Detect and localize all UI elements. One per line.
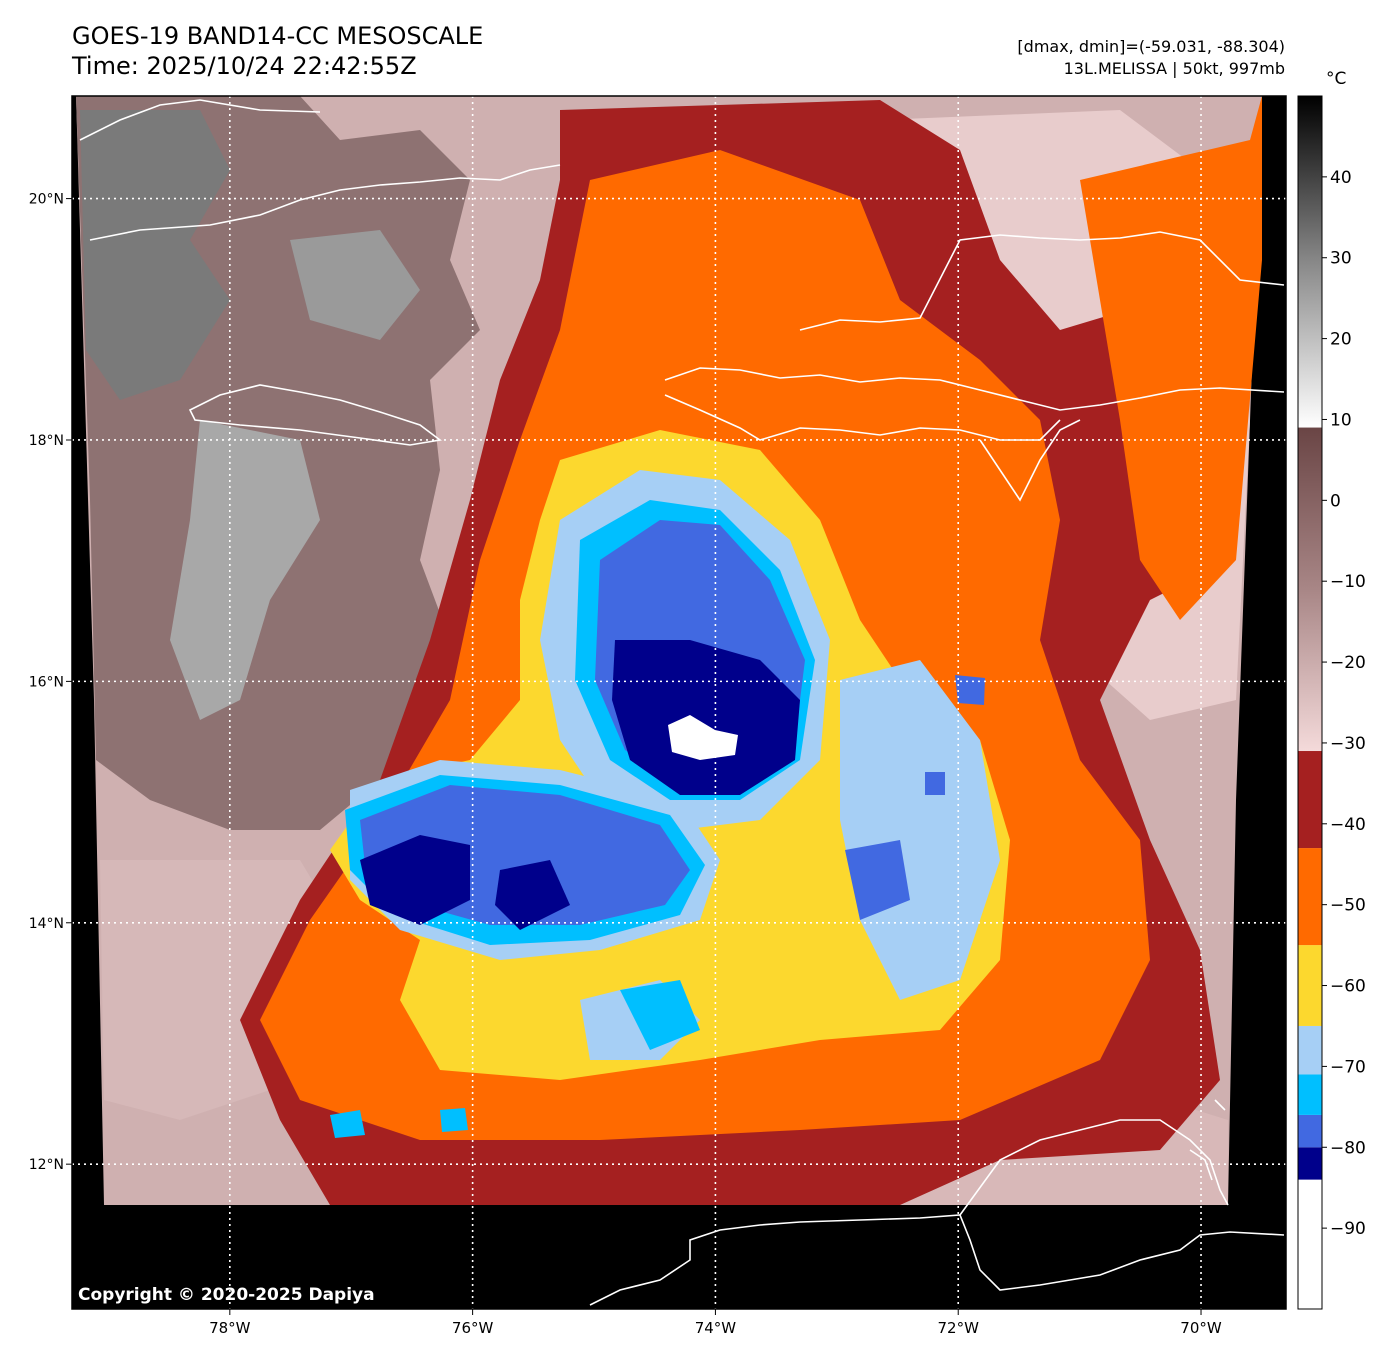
coastline-cuba xyxy=(89,164,561,241)
colorbar-frame xyxy=(1297,95,1323,1310)
colorbar-tick-label: 0 xyxy=(1330,491,1341,511)
cloud-band-cyan-4 xyxy=(330,1110,365,1138)
coastline-guajira xyxy=(959,1119,1229,1216)
colorbar-band xyxy=(1298,848,1322,946)
lon-tick-label: 76°W xyxy=(452,1319,494,1337)
colorbar-grey-ramp xyxy=(1298,96,1322,428)
lon-tick-label: 78°W xyxy=(209,1319,251,1337)
colorbar: 40 30 20 10 0 −10 −20 −30 −40 −50 −60 −70 −80 −90 xyxy=(1297,95,1366,1310)
colorbar-band xyxy=(1298,751,1322,849)
cloud-band-orange-ne xyxy=(1080,96,1262,620)
grey-land-patch xyxy=(80,110,230,400)
longitude-axis: 78°W 76°W 74°W 72°W 70°W xyxy=(209,1309,1222,1337)
colorbar-unit: °C xyxy=(1326,69,1346,89)
coastline-hispaniola-south xyxy=(664,394,1061,441)
cloud-band-navy-3 xyxy=(495,860,570,930)
cloud-band-navy-2 xyxy=(360,835,470,925)
colorbar-tick-label: 40 xyxy=(1330,168,1352,188)
latitude-axis: 20°N 18°N 16°N 14°N 12°N xyxy=(29,192,72,1173)
coastline-aruba-curacao xyxy=(1189,1099,1226,1181)
coastline-hispaniola-north xyxy=(799,231,1285,331)
colorbar-tick-label: −90 xyxy=(1330,1219,1366,1239)
storm-info: 13L.MELISSA | 50kt, 997mb xyxy=(1063,59,1285,78)
cloud-band-royalblue-5 xyxy=(925,772,945,795)
copyright-notice: Copyright © 2020-2025 Dapiya xyxy=(78,1285,375,1305)
coastline-jamaica xyxy=(188,384,442,446)
map-frame xyxy=(71,95,1287,1310)
lon-tick-label: 72°W xyxy=(938,1319,980,1337)
colorbar-tick-label: −50 xyxy=(1330,896,1366,916)
map-title: GOES-19 BAND14-CC MESOSCALE xyxy=(72,22,484,50)
map-timestamp: Time: 2025/10/24 22:42:55Z xyxy=(72,52,417,80)
lon-tick-label: 74°W xyxy=(695,1319,737,1337)
cloud-band-lightblue-3 xyxy=(840,660,1000,1000)
colorbar-tick-label: −10 xyxy=(1330,572,1366,592)
colorbar-tick-label: 10 xyxy=(1330,410,1352,430)
lat-tick-label: 14°N xyxy=(29,916,64,932)
lat-tick-label: 20°N xyxy=(29,192,64,208)
cloud-band-royalblue-4 xyxy=(955,675,985,705)
dmax-dmin-stats: [dmax, dmin]=(-59.031, -88.304) xyxy=(1017,37,1285,56)
lat-tick-label: 18°N xyxy=(29,433,64,449)
colorbar-tick-label: −70 xyxy=(1330,1057,1366,1077)
grey-land-patch-2 xyxy=(170,420,320,720)
colorbar-band xyxy=(1298,1114,1322,1148)
colorbar-tick-label: −60 xyxy=(1330,977,1366,997)
colorbar-band xyxy=(1298,1147,1322,1180)
colorbar-band xyxy=(1298,1074,1322,1115)
colorbar-band xyxy=(1298,1179,1322,1309)
grey-land-patch-3 xyxy=(290,230,420,340)
cloud-band-navy xyxy=(612,640,800,795)
colorbar-tick-label: −30 xyxy=(1330,734,1366,754)
lat-tick-label: 16°N xyxy=(29,674,64,690)
colorbar-tick-label: −80 xyxy=(1330,1138,1366,1158)
coastline-cuba-north xyxy=(79,99,321,141)
cloud-band-cyan-3 xyxy=(620,980,700,1050)
colorbar-tick-label: −40 xyxy=(1330,815,1366,835)
colorbar-tick-label: 30 xyxy=(1330,249,1352,269)
coastlines xyxy=(79,99,1285,1306)
lon-tick-label: 70°W xyxy=(1180,1319,1222,1337)
cloud-band-royalblue-3 xyxy=(845,840,910,920)
coastline-haiti-interior xyxy=(979,419,1081,502)
colorbar-tick-label: 20 xyxy=(1330,330,1352,350)
colorbar-band xyxy=(1298,1025,1322,1075)
colorbar-tick-label: −20 xyxy=(1330,653,1366,673)
coldest-cloud-tops xyxy=(668,715,738,760)
colorbar-brown-ramp xyxy=(1298,427,1322,752)
lat-tick-label: 12°N xyxy=(29,1157,64,1173)
coastline-hispaniola xyxy=(664,367,1285,411)
gridlines xyxy=(72,96,1286,1309)
colorbar-band xyxy=(1298,945,1322,1026)
cloud-band-cyan-5 xyxy=(440,1108,468,1132)
